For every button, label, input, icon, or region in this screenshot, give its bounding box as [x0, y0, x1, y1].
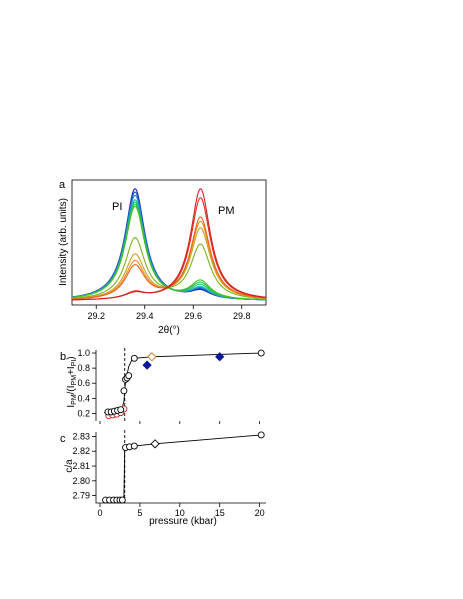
panel-a-annotation-pi: PI — [112, 201, 122, 213]
panel-c-open-circle-9 — [130, 442, 138, 450]
panel-b-ytick-label-3: 0.6 — [77, 378, 90, 388]
panel-c-ytick-label-1: 2.79 — [72, 491, 90, 501]
panel-a-xlabel: 2θ(°) — [158, 325, 180, 336]
panel-b-open-circle-10 — [130, 354, 138, 362]
panel-c-label: c — [60, 433, 66, 445]
panel-c-xtick-label-3: 10 — [175, 508, 185, 518]
panel-c-axes — [95, 432, 266, 504]
panel-a: a 29.2 29.4 29.6 29.8 PI PM 2θ(°) Intensity… — [58, 179, 267, 336]
panel-c-ytick-label-3: 2.81 — [72, 461, 90, 471]
panel-a-ylabel: Intensity (arb. units) — [58, 198, 69, 286]
panel-c-xtick-label-1: 0 — [97, 508, 102, 518]
spectrum-line-2 — [71, 191, 267, 301]
panel-b-filled-diamond-2 — [215, 352, 225, 362]
spectrum-line-13 — [71, 188, 267, 301]
panel-a-xtick-label-2: 29.4 — [136, 311, 154, 321]
panel-c-xtick-label-4: 15 — [215, 508, 225, 518]
panel-c-ylabel: c/a — [64, 459, 75, 473]
panel-b-xticks — [99, 421, 261, 424]
panel-c-plot — [102, 430, 265, 504]
panel-c-ytick-label-4: 2.82 — [72, 446, 90, 456]
panel-b-ytick-label-5: 1.0 — [77, 348, 90, 358]
panel-a-xticks: 29.2 29.4 29.6 29.8 — [87, 305, 251, 321]
panel-b-open-diamond-1 — [147, 352, 157, 362]
panel-c-open-circle-10 — [257, 431, 265, 439]
panel-c-xlabel: pressure (kbar) — [149, 516, 217, 527]
panel-c-xtick-label-5: 20 — [255, 508, 265, 518]
spectrum-line-7 — [71, 205, 267, 301]
panel-c: c 2.79 2.80 2.81 2.82 2.83 0 5 10 15 20 pressure… — [60, 430, 266, 527]
panel-c-yticks: 2.79 2.80 2.81 2.82 2.83 — [72, 431, 96, 501]
spectrum-line-12 — [71, 197, 267, 301]
panel-b-open-circle-6 — [120, 387, 128, 395]
panel-a-label: a — [59, 179, 66, 191]
panel-b-ytick-label-2: 0.4 — [77, 393, 90, 403]
panel-b-open-circle-11 — [257, 349, 265, 357]
panel-b-filled-diamond-1 — [142, 360, 152, 370]
panel-b-label: b — [60, 351, 66, 363]
panel-a-xtick-label-3: 29.6 — [184, 311, 202, 321]
panel-c-xtick-label-2: 5 — [137, 508, 142, 518]
panel-b-ytick-label-4: 0.8 — [77, 363, 90, 373]
panel-c-ytick-label-2: 2.80 — [72, 476, 90, 486]
panel-c-ytick-label-5: 2.83 — [72, 431, 90, 441]
spectrum-line-5 — [71, 201, 267, 301]
spectrum-line-1 — [71, 188, 267, 301]
panel-c-open-diamond-1 — [150, 439, 160, 449]
panel-b-ytick-label-1: 0.2 — [77, 408, 90, 418]
panel-c-open-circle-6 — [118, 496, 126, 504]
panel-b-plot — [103, 348, 265, 423]
panel-a-frame — [71, 179, 267, 306]
panel-a-xtick-label-1: 29.2 — [87, 311, 105, 321]
panel-c-xticks: 0 5 10 15 20 — [97, 503, 265, 518]
panel-a-annotation-pm: PM — [218, 205, 235, 217]
panel-a-xtick-label-4: 29.8 — [233, 311, 251, 321]
panel-b-ylabel: IPM/(IPM+IPI) — [66, 356, 78, 407]
panel-b-fit-curve — [103, 352, 262, 414]
panel-b-open-circle-9 — [125, 372, 133, 380]
panel-b: b 0.2 0.4 0.6 0.8 1.0 IPM/(IPM+IPI) — [60, 348, 265, 424]
panel-a-curves — [71, 188, 267, 301]
panel-b-open-circle-5 — [117, 406, 125, 414]
spectrum-line-3 — [71, 194, 267, 301]
panel-b-yticks: 0.2 0.4 0.6 0.8 1.0 — [77, 348, 96, 418]
spectrum-line-4 — [71, 199, 267, 301]
